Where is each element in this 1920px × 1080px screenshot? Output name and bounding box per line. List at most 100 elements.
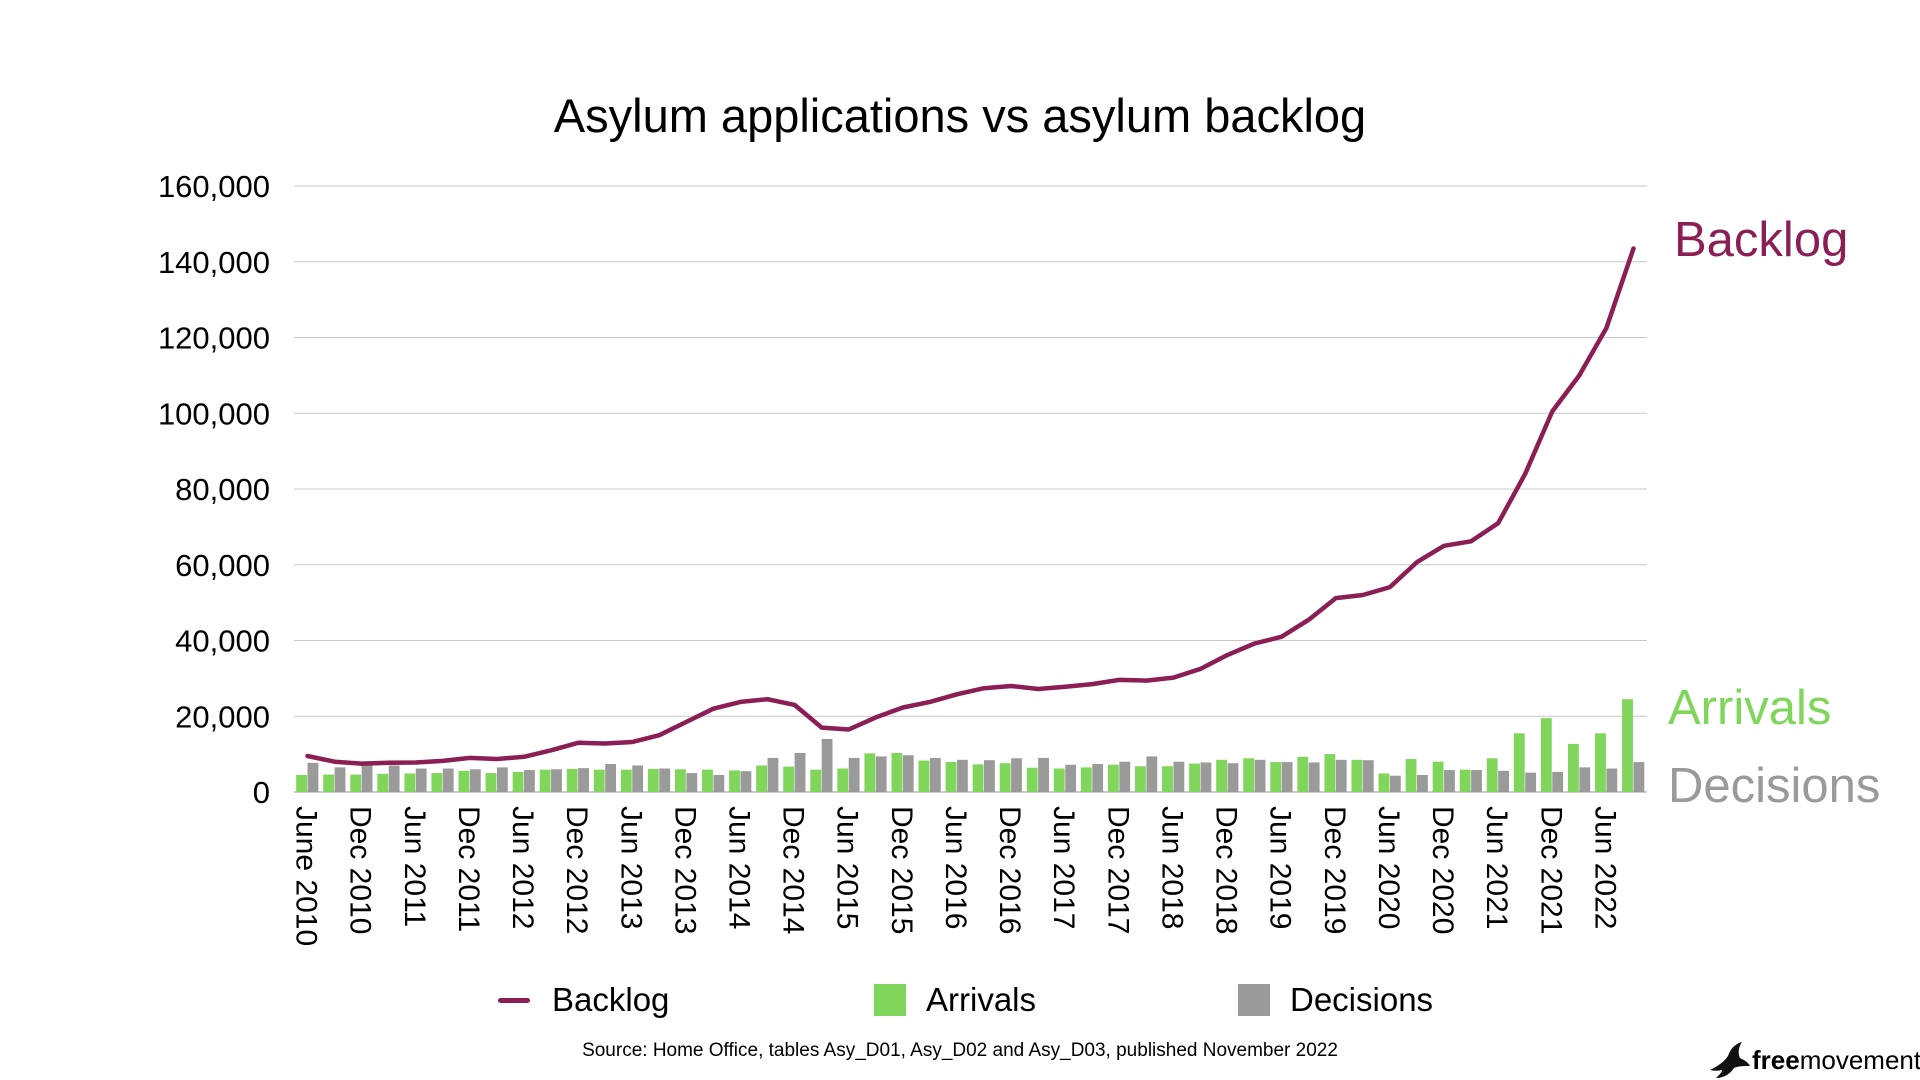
x-tick-label: Jun 2013 [614, 806, 647, 929]
legend-decisions-label: Decisions [1290, 981, 1434, 1018]
arrivals-bar [512, 771, 524, 792]
decisions-bar [1146, 756, 1158, 792]
arrivals-bar [1405, 759, 1417, 792]
source-note: Source: Home Office, tables Asy_D01, Asy… [582, 1040, 1338, 1061]
decisions-bar [1227, 763, 1239, 792]
arrivals-bar [1189, 763, 1200, 792]
decisions-bar [794, 752, 806, 792]
legend-arrivals-swatch [874, 984, 906, 1016]
arrivals-bar [1297, 756, 1309, 792]
decisions-bar [1471, 770, 1482, 792]
decisions-bar [1362, 760, 1374, 792]
x-tick-label: Dec 2016 [993, 806, 1026, 934]
decisions-bar [1119, 761, 1131, 792]
arrivals-bar [1486, 758, 1498, 792]
arrivals-bar [702, 769, 713, 792]
decisions-bar [361, 765, 373, 792]
decisions-bar [632, 765, 644, 792]
arrivals-bar [1540, 718, 1552, 792]
decisions-bar [659, 768, 671, 792]
decisions-bar [1498, 770, 1509, 792]
decisions-bar [388, 765, 400, 792]
arrivals-bar [972, 764, 984, 792]
decisions-end-label: Decisions [1668, 759, 1881, 813]
decisions-bar [875, 756, 887, 792]
decisions-bar [469, 769, 481, 792]
arrivals-bar [1080, 767, 1092, 792]
arrivals-bar [1351, 759, 1363, 792]
x-tick-label: Dec 2019 [1318, 806, 1351, 934]
decisions-bar [1011, 758, 1022, 792]
arrivals-bar [864, 753, 876, 792]
arrivals-bar [593, 769, 605, 792]
decisions-bar [821, 738, 833, 792]
decisions-bar [1335, 759, 1347, 792]
legend-backlog: Backlog [498, 980, 669, 1020]
x-tick-label: Jun 2016 [939, 806, 972, 929]
legend-decisions: Decisions [1238, 980, 1433, 1020]
y-tick-label: 40,000 [175, 624, 270, 659]
x-tick-label: Dec 2013 [668, 806, 701, 934]
x-tick-label: Dec 2021 [1534, 806, 1567, 934]
arrivals-bar [1567, 743, 1579, 792]
arrivals-bar [566, 768, 578, 792]
arrivals-bar [1432, 761, 1444, 792]
decisions-bar [1444, 770, 1455, 792]
arrivals-bar [647, 768, 659, 792]
arrivals-bar [1243, 758, 1255, 792]
decisions-bar [496, 767, 508, 792]
decisions-bar [1606, 768, 1618, 792]
decisions-bar [1308, 762, 1320, 792]
arrivals-bar [323, 774, 335, 792]
x-tick-label: Dec 2011 [452, 806, 485, 932]
y-tick-label: 80,000 [175, 472, 270, 507]
decisions-bar [1065, 764, 1077, 792]
arrivals-bar [1459, 769, 1471, 792]
decisions-bar [1552, 771, 1564, 792]
x-tick-label: June 2010 [290, 806, 323, 946]
arrivals-bar [918, 760, 930, 792]
x-tick-label: Jun 2021 [1480, 806, 1513, 929]
decisions-bar [1092, 763, 1104, 792]
decisions-bar [686, 773, 698, 792]
decisions-bar [1254, 759, 1266, 792]
decisions-bar [984, 760, 995, 792]
y-tick-label: 0 [253, 775, 270, 810]
x-tick-label: Dec 2012 [560, 806, 593, 934]
x-tick-label: Jun 2015 [831, 806, 864, 929]
x-tick-label: Jun 2012 [506, 806, 539, 929]
decisions-bar [334, 767, 346, 792]
arrivals-bar [1324, 754, 1336, 792]
y-tick-label: 120,000 [158, 321, 270, 356]
x-tick-label: Jun 2018 [1156, 806, 1189, 929]
decisions-bar [1416, 774, 1428, 792]
decisions-bar [1633, 762, 1645, 792]
arrivals-bar [1622, 699, 1633, 792]
arrivals-bar [539, 769, 551, 792]
x-tick-label: Dec 2018 [1210, 806, 1243, 934]
backlog-line [305, 246, 1636, 766]
decisions-bar [1173, 761, 1185, 792]
arrivals-bar [1107, 764, 1119, 792]
x-tick-label: Dec 2017 [1101, 806, 1134, 934]
decisions-bar [307, 762, 319, 792]
arrivals-end-label: Arrivals [1668, 681, 1832, 735]
arrivals-bar [783, 766, 795, 792]
arrivals-bar [1595, 733, 1606, 792]
legend-arrivals: Arrivals [874, 980, 1036, 1020]
decisions-bar [605, 763, 617, 792]
decisions-bar [956, 759, 968, 792]
decisions-bar [767, 757, 779, 792]
arrivals-bar [458, 770, 470, 792]
arrivals-bar [756, 765, 768, 792]
legend-arrivals-label: Arrivals [926, 981, 1037, 1018]
decisions-bar [848, 757, 860, 792]
arrivals-bar [837, 768, 849, 792]
x-tick-label: Jun 2017 [1047, 806, 1080, 929]
decisions-bar [902, 755, 914, 792]
x-tick-label: Dec 2014 [777, 806, 810, 934]
decisions-bar [1389, 775, 1401, 792]
decisions-bar [740, 771, 752, 792]
chart-title: Asylum applications vs asylum backlog [553, 89, 1367, 142]
